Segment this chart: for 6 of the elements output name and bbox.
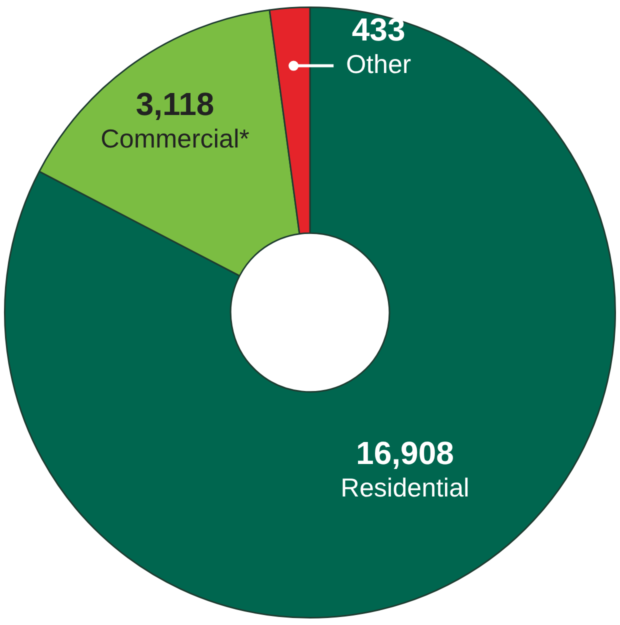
data-label: 16,908 bbox=[356, 434, 454, 471]
data-label: 3,118 bbox=[136, 86, 214, 122]
slice-label: Residential bbox=[340, 472, 470, 502]
data-label: 433 bbox=[352, 12, 406, 48]
slice-label: Other bbox=[346, 48, 412, 79]
slice-label: Commercial* bbox=[100, 123, 250, 154]
